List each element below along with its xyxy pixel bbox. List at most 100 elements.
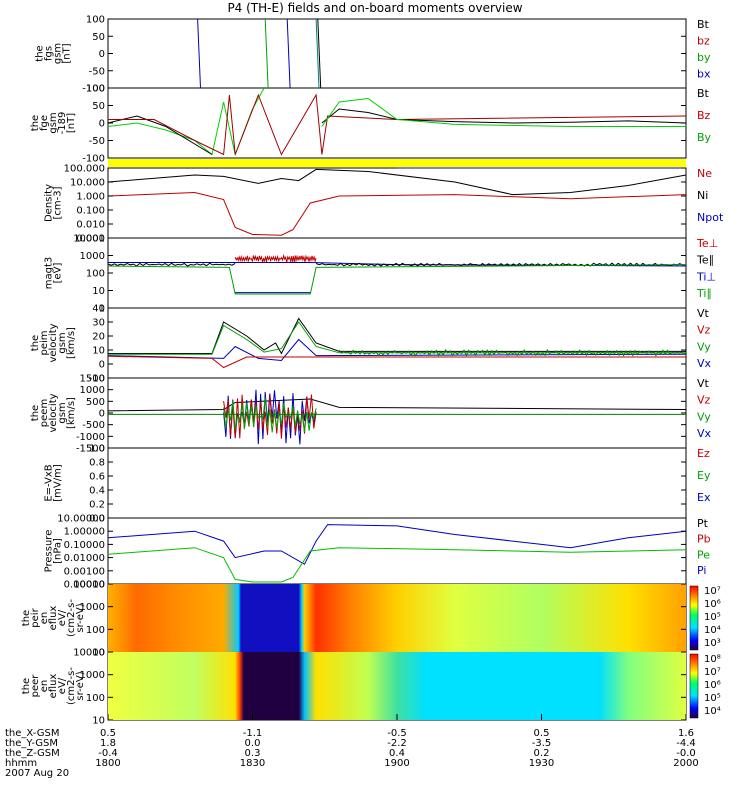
- colorbar-label: 10⁶: [704, 599, 721, 610]
- ytick-label: -50: [89, 136, 105, 147]
- ytick-label: -500: [82, 420, 105, 431]
- ytick-label: -50: [89, 66, 105, 77]
- legend-Te⊥: Te⊥: [696, 237, 718, 250]
- legend-Pb: Pb: [697, 533, 711, 546]
- legend-Ti⊥: Ti⊥: [696, 270, 716, 283]
- ytick-label: 10: [92, 286, 105, 297]
- legend-Npot: Npot: [697, 211, 724, 224]
- xaxis-value: 1930: [522, 759, 562, 769]
- ytick-label: 10000: [73, 234, 105, 245]
- temp-ti-par: [108, 265, 686, 294]
- fge-bz: [108, 95, 686, 155]
- ytick-label: 1500: [80, 374, 105, 385]
- ytick-label: 0.01000: [64, 553, 105, 564]
- ylabel-elec-spec: sr-eV): [75, 671, 86, 700]
- elec-vel-vt: [108, 399, 686, 411]
- legend-By: By: [697, 131, 712, 144]
- ylabel-ion-spec: sr-eV): [75, 603, 86, 632]
- fgs-spike-1: [265, 19, 268, 88]
- legend-Ey: Ey: [697, 469, 711, 482]
- ytick-label: 0.4: [89, 486, 105, 497]
- ytick-label: 1000: [80, 385, 105, 396]
- legend-Pi: Pi: [697, 564, 706, 577]
- ylabel-fgs-dc: [nT]: [66, 113, 77, 133]
- ytick-label: 0.00100: [64, 566, 105, 577]
- legend-Bt: Bt: [697, 87, 710, 100]
- ytick-label: -1000: [76, 432, 105, 443]
- colorbar-label: 10⁷: [704, 586, 721, 597]
- ytick-label: 1000: [80, 251, 105, 262]
- colorbar-label: 10⁸: [704, 654, 721, 665]
- ion-vel-vz: [108, 356, 686, 367]
- panel-frame-efield: [108, 448, 686, 518]
- panel-frame-pressure: [108, 518, 686, 584]
- legend-Vy: Vy: [697, 410, 711, 423]
- legend-Pt: Pt: [697, 517, 709, 530]
- colorbar-label: 10⁶: [704, 680, 721, 691]
- ytick-label: 500: [86, 397, 105, 408]
- legend-Ex: Ex: [697, 491, 711, 504]
- xaxis-value: 1830: [233, 759, 273, 769]
- ytick-label: 0.010: [76, 220, 105, 231]
- legend-Pe: Pe: [697, 548, 710, 561]
- xaxis-value: 2000: [666, 759, 706, 769]
- electron-spectrogram: [108, 652, 686, 720]
- colorbar-label: 10⁴: [704, 625, 721, 636]
- pressure-pe: [108, 548, 686, 582]
- ytick-label: 1.00000: [64, 527, 105, 538]
- ion-spectrogram: [108, 584, 686, 652]
- ylabel-fgs: [nT]: [62, 43, 73, 63]
- ytick-label: 10: [92, 346, 105, 357]
- legend-Ti∥: Ti∥: [696, 287, 712, 300]
- legend-Vy: Vy: [697, 340, 711, 353]
- fge-by: [108, 88, 264, 155]
- ylabel-velocity-e: [km/s]: [66, 397, 77, 429]
- legend-Bz: Bz: [697, 109, 711, 122]
- panel-frame-temp: [108, 238, 686, 308]
- overview-plot: 100500-50-100thefgsgsm[nT]Btbzbybx100500…: [0, 0, 750, 800]
- ytick-label: 0.100: [76, 206, 105, 217]
- ytick-label: 100.000: [64, 164, 105, 175]
- legend-Ez: Ez: [697, 447, 710, 460]
- ion-vel-vt: [108, 319, 686, 354]
- legend-Vt: Vt: [697, 377, 710, 390]
- xaxis-value: 1800: [88, 759, 128, 769]
- colorbar-label: 10⁵: [704, 693, 721, 704]
- legend-bz: bz: [697, 34, 710, 47]
- legend-bx: bx: [697, 67, 711, 80]
- colorbar-label: 10³: [704, 638, 721, 649]
- ylabel-density: [cm-3]: [53, 186, 64, 219]
- ytick-label: 0: [99, 119, 105, 130]
- legend-Vt: Vt: [697, 307, 710, 320]
- ytick-label: 10000: [73, 580, 105, 591]
- colorbar-label: 10⁵: [704, 612, 721, 623]
- electron-colorbar: [690, 654, 698, 718]
- ylabel-velocity: [km/s]: [66, 327, 77, 359]
- legend-Ni: Ni: [697, 189, 708, 202]
- ytick-label: 40: [92, 304, 105, 315]
- ytick-label: 10: [92, 716, 105, 727]
- ytick-label: 100: [86, 625, 105, 636]
- fge-bt: [108, 116, 212, 155]
- density-ni: [108, 169, 686, 194]
- ytick-label: 0.10000: [64, 540, 105, 551]
- ion-colorbar: [690, 586, 698, 650]
- date-label: 2007 Aug 20: [5, 769, 69, 779]
- ytick-label: 1.0: [89, 444, 105, 455]
- pressure-pi: [108, 525, 686, 565]
- ytick-label: 50: [92, 101, 105, 112]
- legend-Bt: Bt: [697, 18, 710, 31]
- panel-frame-velocity-e: [108, 378, 686, 448]
- panel-frame-fgs-dc: [108, 88, 686, 158]
- legend-Vz: Vz: [697, 324, 711, 337]
- ytick-label: 10.000: [70, 178, 105, 189]
- ytick-label: 100: [86, 84, 105, 95]
- legend-Te∥: Te∥: [696, 254, 714, 267]
- colorbar-label: 10⁴: [704, 706, 721, 717]
- ytick-label: 30: [92, 318, 105, 329]
- panel-frame-density: [108, 168, 686, 238]
- ytick-label: 20: [92, 332, 105, 343]
- panel-frame-velocity: [108, 308, 686, 378]
- ylabel-efield: [mV/m]: [53, 464, 64, 502]
- panel-frame-fgs: [108, 19, 686, 88]
